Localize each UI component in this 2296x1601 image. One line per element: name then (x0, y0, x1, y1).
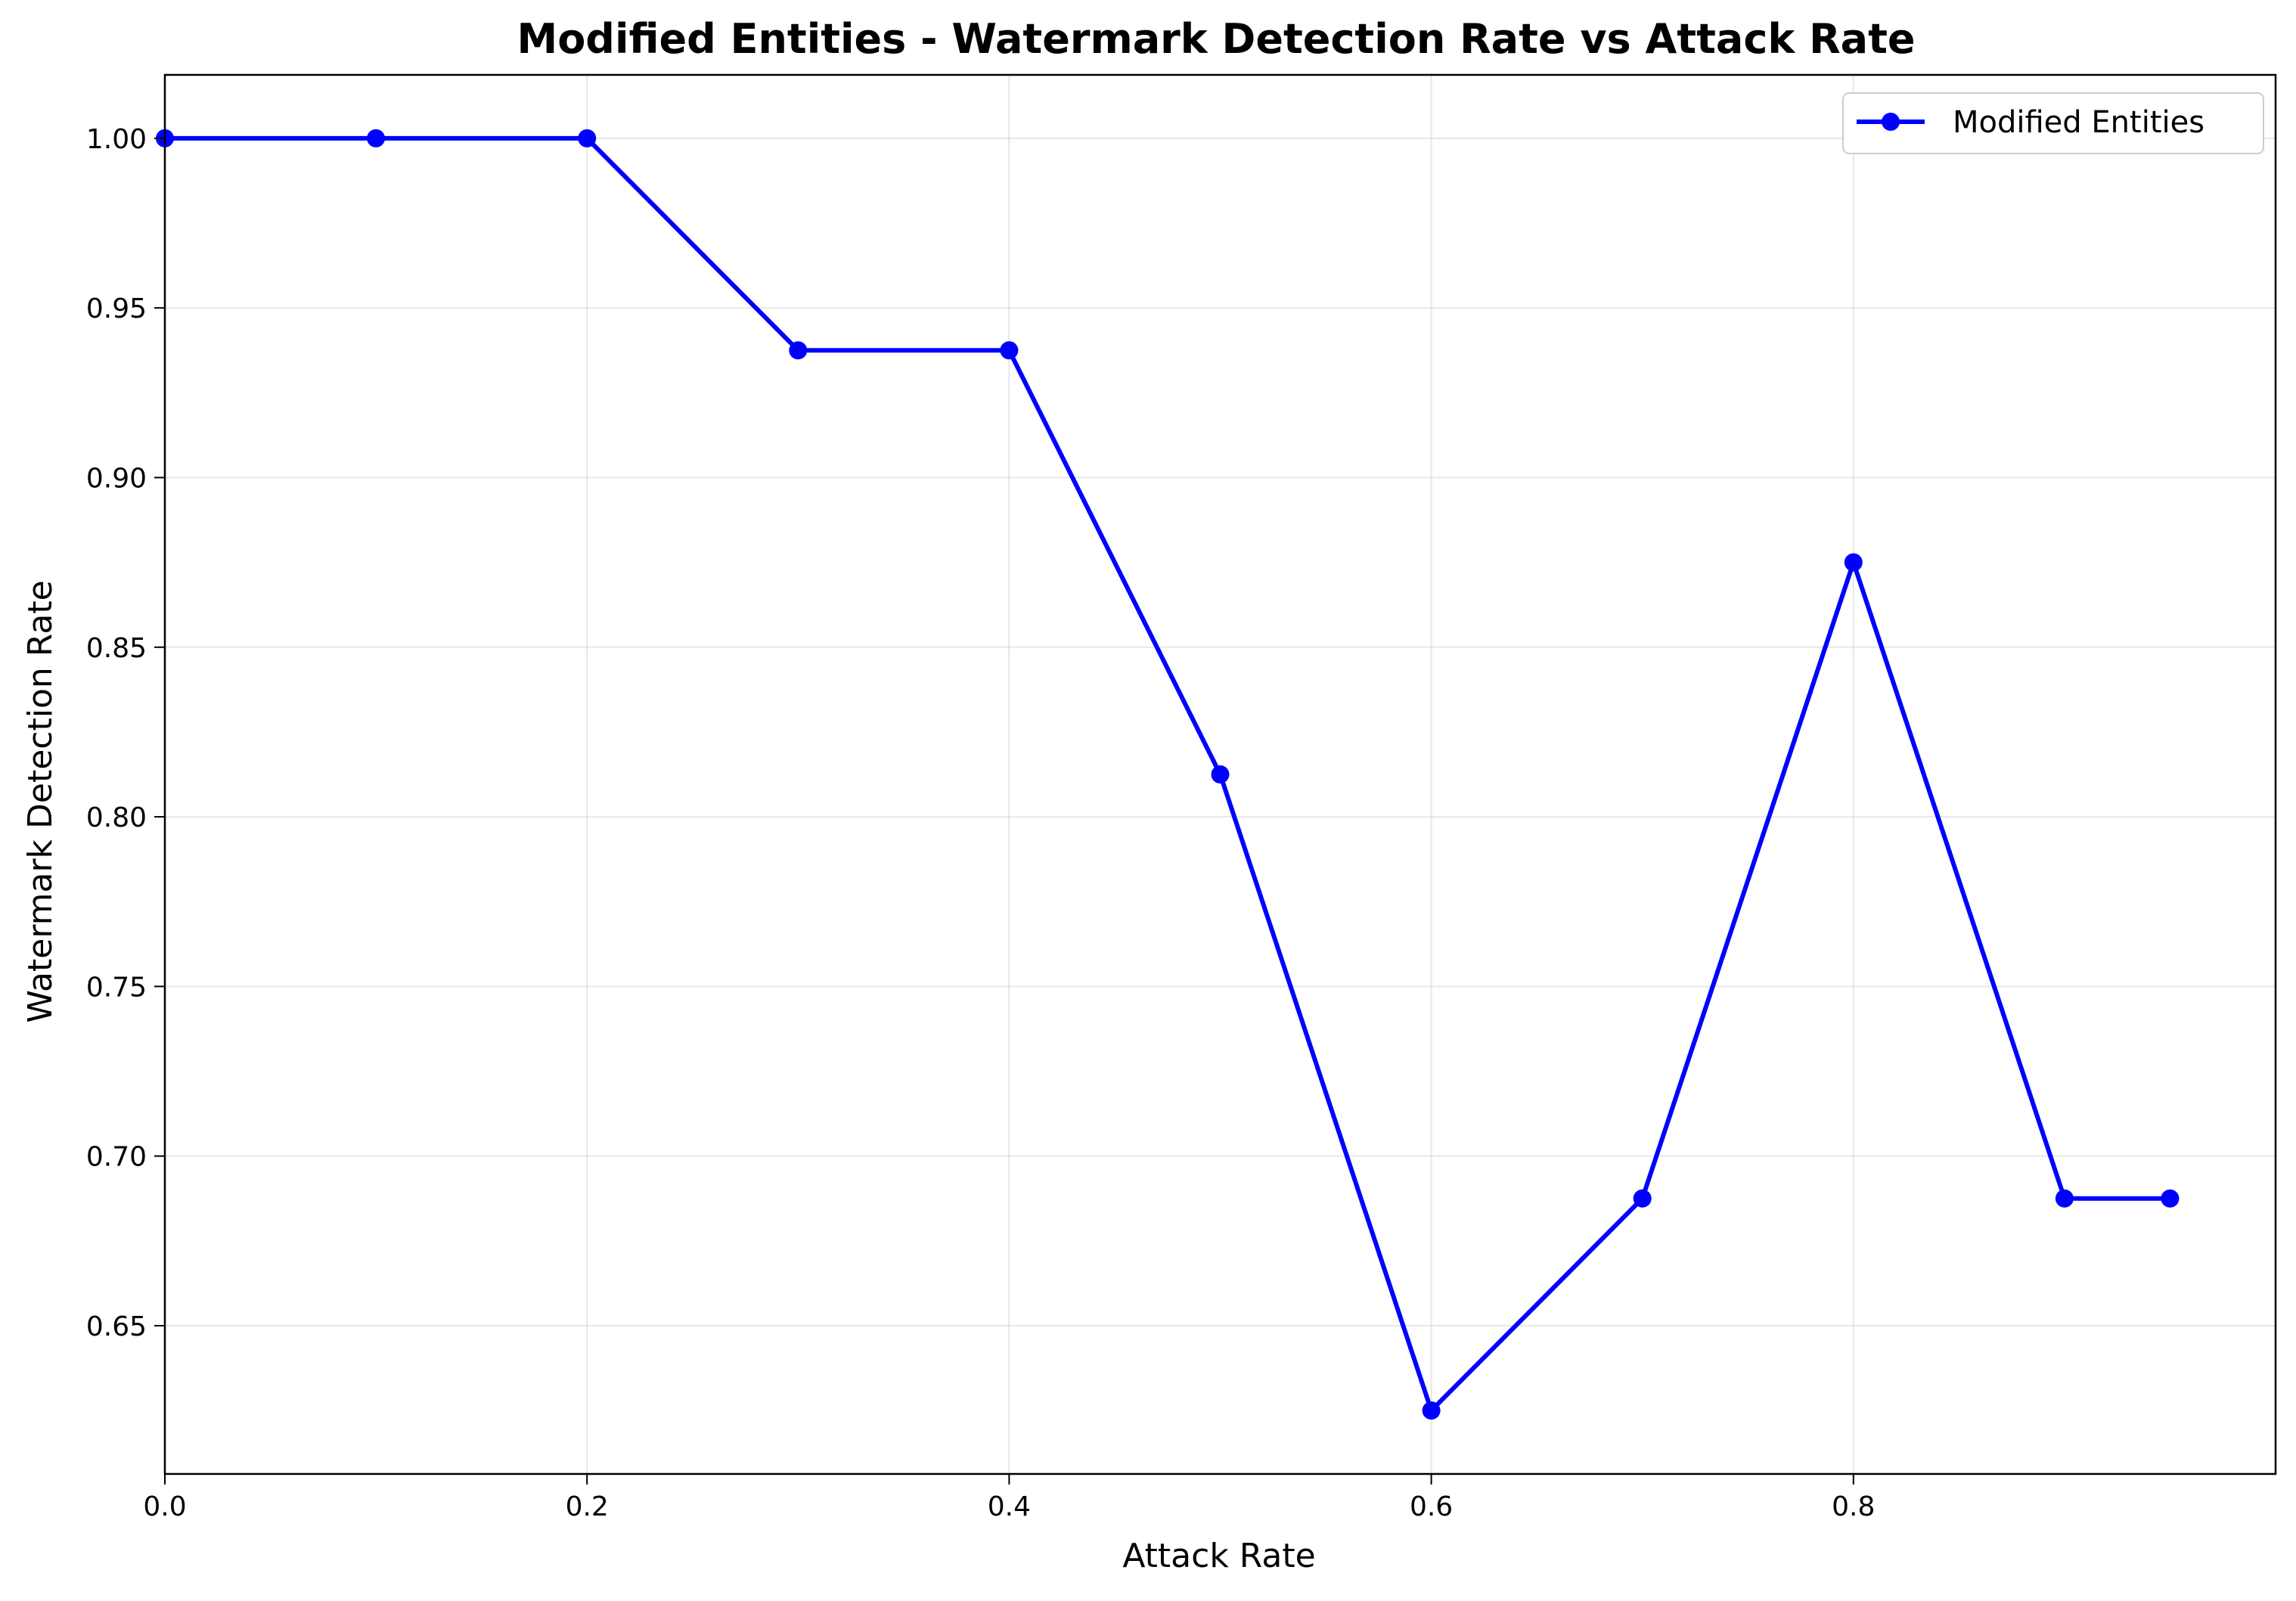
x-tick-label: 0.2 (566, 1491, 609, 1522)
data-point (1422, 1401, 1441, 1420)
y-tick-label: 0.75 (86, 972, 147, 1003)
plot-frame (163, 73, 2277, 1475)
legend-marker (1882, 113, 1900, 131)
data-point (1633, 1189, 1652, 1208)
x-tick-label: 0.6 (1410, 1491, 1453, 1522)
data-point (1211, 765, 1230, 783)
x-axis-label: Attack Rate (1122, 1537, 1315, 1575)
y-tick-label: 0.70 (86, 1142, 147, 1173)
legend-box (1842, 92, 2264, 154)
legend-label: Modified Entities (1953, 105, 2204, 140)
x-tick-label: 0.8 (1832, 1491, 1875, 1522)
ticks: 0.0 0.2 0.4 0.6 0.8 0.65 0.70 0.75 0.80 0.85 0.90 0… (86, 124, 1876, 1522)
legend: Modified Entities (1842, 92, 2264, 154)
y-tick-label: 0.90 (86, 463, 147, 494)
y-tick-label: 0.80 (86, 802, 147, 833)
y-tick-label: 1.00 (86, 124, 147, 155)
data-point (789, 341, 808, 360)
data-point (2161, 1189, 2180, 1208)
x-tick-label: 0.0 (143, 1491, 186, 1522)
y-tick-label: 0.95 (86, 293, 147, 324)
y-axis-label: Watermark Detection Rate (21, 580, 60, 1022)
data-point (367, 129, 386, 147)
y-tick-label: 0.85 (86, 633, 147, 664)
data-point (1000, 341, 1019, 360)
y-tick-label: 0.65 (86, 1311, 147, 1342)
chart-title: Modified Entities - Watermark Detection … (517, 15, 1915, 63)
data-point (2055, 1189, 2074, 1208)
x-tick-label: 0.4 (988, 1491, 1031, 1522)
data-point (1844, 553, 1863, 572)
data-point (578, 129, 597, 147)
series-layer (156, 129, 2180, 1420)
